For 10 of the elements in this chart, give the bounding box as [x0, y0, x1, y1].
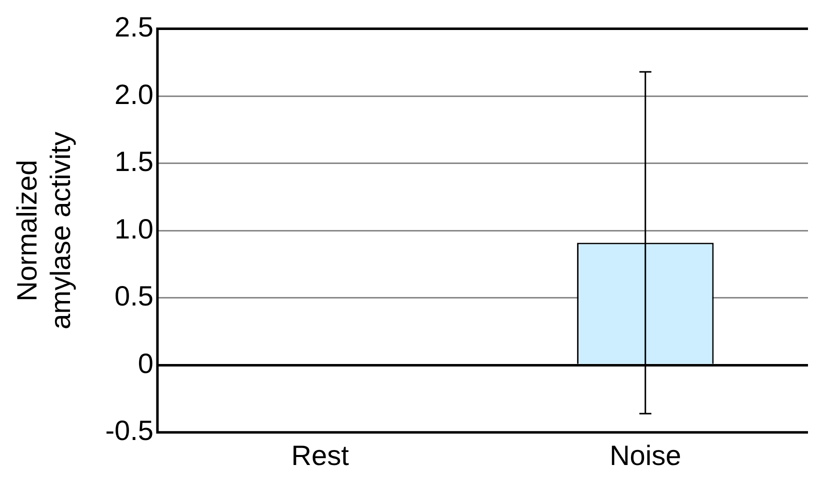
y-tick-label: 0.5	[114, 280, 154, 312]
x-tick-label: Rest	[291, 440, 350, 471]
y-tick-label: 1.0	[114, 213, 154, 244]
y-tick-label: 0	[138, 348, 154, 379]
y-tick-label: 1.5	[114, 146, 154, 178]
y-tick-label: 2.0	[114, 78, 154, 110]
y-axis-title: Normalized amylase activity	[12, 132, 76, 330]
x-tick-label: Noise	[610, 440, 682, 471]
y-tick-label: -0.5	[105, 415, 154, 446]
y-tick-label: 2.5	[114, 12, 154, 43]
